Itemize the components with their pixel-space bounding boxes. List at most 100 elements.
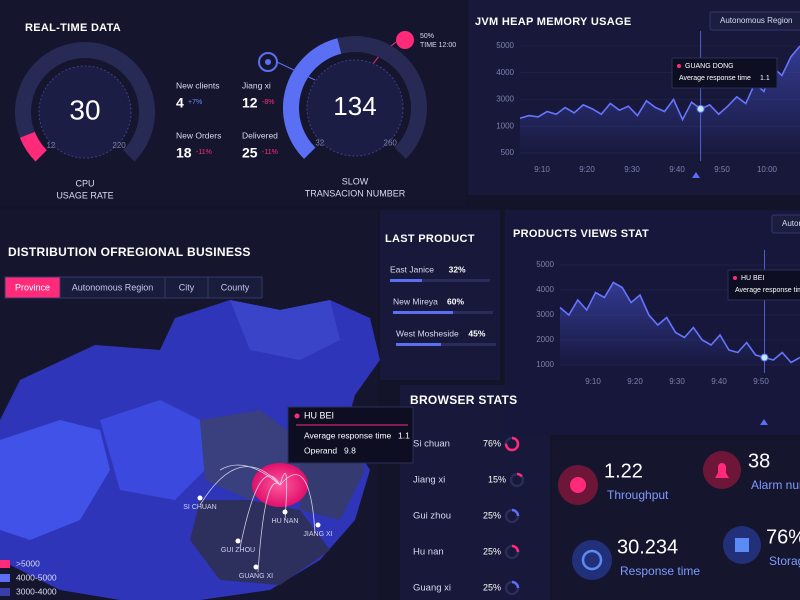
x-tick-label: 9:40 [711,377,727,386]
gauge-fill [283,38,342,159]
map-region [230,300,340,360]
panel-title: REAL-TIME DATA [25,22,121,34]
icon [715,463,729,478]
dropdown-label[interactable]: Autonomous Region [720,16,793,25]
legend-label: 3000-4000 [16,586,57,596]
product-percent: 45% [468,328,485,338]
icon [735,538,749,552]
donut [511,544,520,553]
icon [396,31,414,49]
panel [380,210,500,380]
tooltip-label: Average response time [679,75,751,82]
stat-value: 4 [176,95,184,111]
tooltip-value: 9.8 [344,445,356,455]
x-tick-label: 9:50 [753,377,769,386]
highlight-point [696,104,705,113]
callout: TIME 12:00 [420,42,456,49]
gauge-min: 12 [46,141,55,150]
tooltip-label: Average response time [304,430,392,440]
tab[interactable] [207,276,263,299]
browser-percent: 76% [483,438,501,448]
browser-percent: 25% [483,510,501,520]
gauge-caption: USAGE RATE [56,190,113,200]
stat-label: New clients [176,80,219,90]
marker [692,172,700,178]
tooltip-dot [294,413,300,419]
map-city [197,495,203,501]
kpi-label: Alarm number [751,478,800,492]
stat-change: -11% [262,149,278,156]
dropdown[interactable] [709,11,800,31]
gauge-caption: SLOW [342,176,369,186]
y-tick-label: 4000 [536,285,554,294]
legend-swatch [0,574,10,582]
tooltip [727,269,800,301]
legend-swatch [0,588,10,596]
tooltip-title: HU BEI [304,410,334,420]
tooltip-dot [677,64,681,68]
gauge-min: 32 [315,138,324,147]
browser-name: Jiang xi [413,475,445,486]
tooltip-label: Operand [304,445,337,455]
donut [504,436,520,452]
y-tick-label: 2000 [536,335,554,344]
icon [572,540,612,580]
tooltip [287,406,414,464]
marker [760,419,768,425]
donut [516,472,523,478]
stat-label: New Orders [176,130,221,140]
kpi-label: Throughput [607,488,669,502]
stat-value: 12 [242,95,258,111]
legend-label: >5000 [16,558,40,568]
line-area [520,46,800,153]
progress-track [396,343,496,346]
tab-label[interactable]: Province [15,282,50,292]
x-tick-label: 9:50 [714,165,730,174]
x-tick-label: 9:30 [624,165,640,174]
x-tick-label: 9:30 [669,377,685,386]
gauge-inner [38,65,132,159]
x-tick-label: 9:10 [534,165,550,174]
map-region [100,400,205,500]
donut [511,580,520,589]
tooltip-value: 1.1 [760,75,770,82]
legend-swatch [0,560,10,568]
kpi-label: Storage [769,554,800,568]
gauge-inner [306,59,404,157]
tab-label[interactable]: City [179,282,195,292]
map-label: JIANG XI [303,531,332,538]
stat-label: Delivered [242,130,278,140]
product-percent: 60% [447,296,464,306]
browser-name: Si chuan [413,439,450,450]
icon [570,477,586,493]
tooltip-value: 1.1 [398,430,410,440]
panel-title: JVM HEAP MEMORY USAGE [475,16,631,28]
kpi-value: 30.234 [617,536,678,558]
dropdown[interactable] [771,214,800,234]
stat-value: 25 [242,145,258,161]
tab-label[interactable]: County [221,282,250,292]
map-region [190,500,330,585]
product-name: East Janice [390,264,434,274]
panel [468,0,800,195]
panel-title: DISTRIBUTION OFREGIONAL BUSINESS [8,245,251,259]
y-tick-label: 3000 [536,310,554,319]
gauge-max: 260 [384,138,398,147]
browser-name: Guang xi [413,583,451,594]
stat-change: +7% [188,99,202,106]
tooltip-dot [733,276,737,280]
gauge-fill [19,131,48,162]
product-name: New Mireya [393,296,438,306]
kpi-value: 38 [748,450,770,472]
dropdown-label[interactable]: Autonomous Region [782,219,800,228]
browser-percent: 25% [483,546,501,556]
tooltip-title: HU BEI [741,275,764,282]
browser-percent: 25% [483,582,501,592]
x-tick-label: 9:40 [669,165,685,174]
tab-label[interactable]: Autonomous Region [72,282,154,292]
icon [581,549,603,571]
progress-bar [396,343,441,346]
y-tick-label: 5000 [536,260,554,269]
map-label: SI CHUAN [183,504,216,511]
